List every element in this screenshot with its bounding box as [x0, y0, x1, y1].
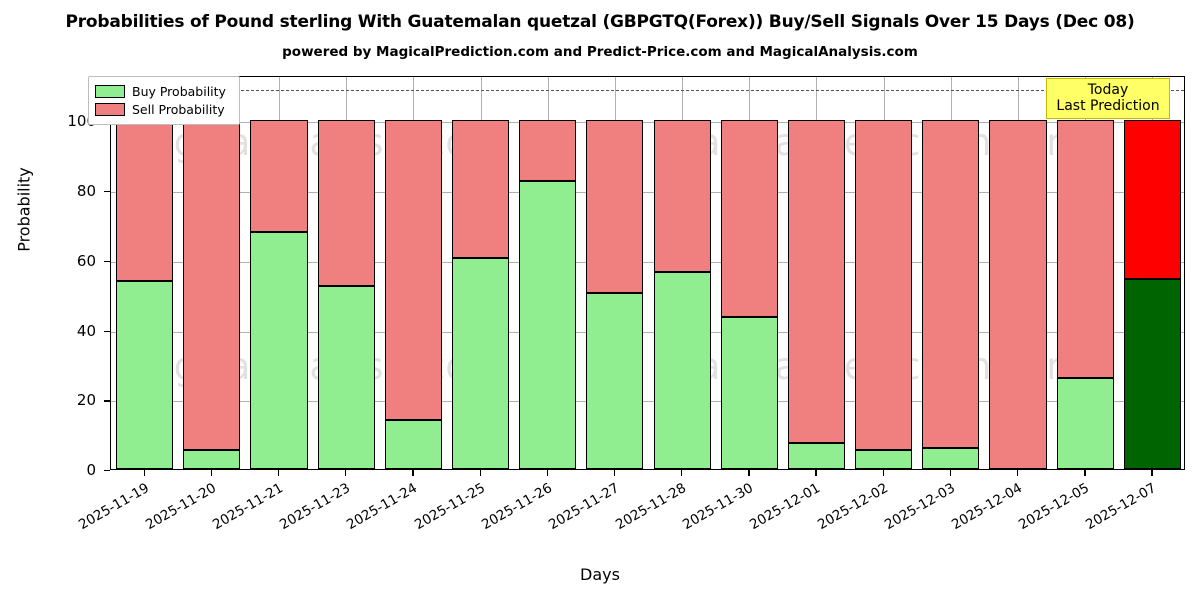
sell-segment	[989, 120, 1047, 469]
legend-item-sell: Sell Probability	[95, 101, 233, 118]
chart-subtitle: powered by MagicalPrediction.com and Pre…	[282, 44, 918, 60]
buy-segment	[855, 449, 913, 469]
sell-segment	[451, 120, 510, 259]
buy-segment	[384, 420, 442, 469]
buy-segment	[720, 317, 778, 469]
gridline-h	[111, 331, 1184, 333]
bar-2025-11-28[interactable]	[653, 75, 711, 469]
sell-segment	[250, 120, 308, 232]
legend-swatch-sell	[95, 103, 125, 116]
bar-2025-11-19[interactable]	[116, 75, 174, 469]
y-tick-label: 80	[76, 182, 96, 201]
buy-segment	[787, 442, 846, 469]
buy-segment	[183, 449, 241, 469]
gridline-h	[111, 401, 1184, 403]
buy-segment	[451, 258, 510, 469]
y-tick	[104, 400, 110, 402]
gridline-h	[111, 122, 1184, 124]
bar-2025-12-05[interactable]	[1056, 75, 1114, 469]
legend-swatch-buy	[95, 85, 125, 98]
legend: Buy Probability Sell Probability	[88, 76, 240, 125]
buy-segment	[250, 231, 308, 469]
x-tick	[949, 470, 952, 476]
gridline-h	[111, 192, 1184, 194]
buy-segment	[1056, 378, 1114, 469]
buy-segment	[317, 285, 375, 469]
bar-2025-12-03[interactable]	[922, 75, 980, 469]
buy-segment	[653, 272, 711, 469]
sell-segment	[183, 120, 241, 450]
bar-2025-11-23[interactable]	[317, 75, 375, 469]
sell-segment	[1056, 120, 1114, 379]
bar-2025-12-07[interactable]	[1123, 75, 1181, 469]
today-annotation: Today Last Prediction	[1046, 78, 1170, 119]
legend-label-buy: Buy Probability	[132, 84, 226, 99]
bar-2025-12-04[interactable]	[989, 75, 1047, 469]
bar-2025-12-01[interactable]	[787, 75, 846, 469]
y-tick	[104, 191, 110, 193]
x-tick	[1084, 470, 1086, 476]
x-tick	[1017, 470, 1019, 476]
bar-2025-11-24[interactable]	[384, 75, 442, 469]
bar-2025-11-20[interactable]	[183, 75, 241, 469]
sell-segment	[720, 120, 778, 318]
last-prediction-label: Last Prediction	[1056, 98, 1160, 114]
buy-segment	[116, 280, 174, 469]
x-tick	[143, 470, 145, 476]
sell-segment	[653, 120, 711, 272]
buy-segment	[586, 292, 644, 469]
gridline-h	[111, 261, 1184, 263]
buy-segment	[519, 181, 577, 469]
buy-segment	[1123, 278, 1181, 469]
reference-line	[111, 90, 1184, 91]
bar-2025-12-02[interactable]	[855, 75, 913, 469]
x-tick	[479, 470, 481, 476]
legend-item-buy: Buy Probability	[95, 83, 233, 100]
sell-segment	[586, 120, 644, 293]
x-tick	[815, 470, 817, 476]
y-tick-label: 40	[76, 321, 96, 340]
x-tick	[345, 470, 347, 476]
y-tick-label: 20	[76, 391, 96, 410]
sell-segment	[922, 120, 980, 449]
x-tick	[546, 470, 549, 476]
x-tick	[1151, 470, 1153, 476]
sell-segment	[384, 120, 442, 421]
x-tick	[277, 470, 280, 476]
y-tick	[104, 330, 110, 332]
y-tick-label: 0	[86, 461, 96, 479]
y-tick	[104, 260, 110, 263]
legend-label-sell: Sell Probability	[132, 102, 225, 117]
sell-segment	[116, 120, 174, 281]
sell-segment	[519, 120, 577, 182]
bar-2025-11-27[interactable]	[586, 75, 644, 469]
sell-segment	[855, 120, 913, 450]
y-tick	[104, 470, 110, 472]
plot-area: MagicalAnalysis.comMagicalPrediction.com…	[110, 76, 1185, 470]
buy-segment	[922, 448, 980, 469]
sell-segment	[1123, 120, 1181, 279]
x-tick	[882, 470, 884, 476]
x-axis-title: Days	[580, 565, 620, 584]
bar-group	[111, 77, 1184, 469]
today-label: Today	[1087, 82, 1129, 98]
x-tick	[748, 470, 750, 476]
bar-2025-11-26[interactable]	[519, 75, 577, 469]
y-tick-label: 60	[76, 251, 96, 270]
x-tick	[210, 470, 213, 476]
sell-segment	[787, 120, 846, 443]
x-tick	[681, 470, 683, 476]
y-axis-title: Probability	[14, 167, 34, 252]
bar-2025-11-30[interactable]	[720, 75, 778, 469]
x-tick	[613, 470, 616, 476]
x-tick	[412, 470, 414, 476]
bar-2025-11-21[interactable]	[250, 75, 308, 469]
chart-title: Probabilities of Pound sterling With Gua…	[65, 12, 1135, 32]
bar-2025-11-25[interactable]	[451, 75, 510, 469]
sell-segment	[317, 120, 375, 286]
